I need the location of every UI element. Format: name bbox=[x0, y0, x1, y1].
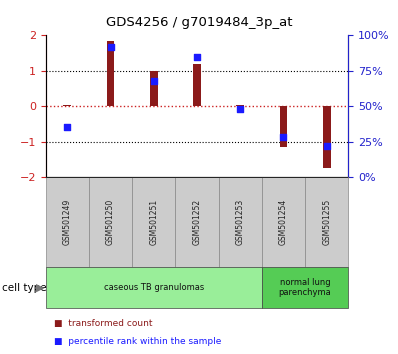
Bar bbox=[193, 64, 201, 106]
Bar bbox=[305, 177, 348, 267]
Bar bbox=[262, 267, 348, 308]
Text: ■  percentile rank within the sample: ■ percentile rank within the sample bbox=[54, 337, 221, 346]
Point bbox=[64, 125, 70, 130]
Point bbox=[280, 135, 287, 140]
Bar bbox=[150, 71, 158, 106]
Text: GSM501255: GSM501255 bbox=[322, 199, 331, 245]
Text: GSM501253: GSM501253 bbox=[236, 199, 245, 245]
Bar bbox=[176, 177, 219, 267]
Text: caseous TB granulomas: caseous TB granulomas bbox=[103, 283, 204, 292]
Bar bbox=[107, 41, 115, 106]
Bar bbox=[89, 177, 132, 267]
Text: GSM501250: GSM501250 bbox=[106, 199, 115, 245]
Bar bbox=[46, 267, 262, 308]
Bar bbox=[262, 177, 305, 267]
Text: GSM501249: GSM501249 bbox=[63, 199, 72, 245]
Bar bbox=[323, 106, 330, 168]
Text: GSM501254: GSM501254 bbox=[279, 199, 288, 245]
Bar bbox=[219, 177, 262, 267]
Text: normal lung
parenchyma: normal lung parenchyma bbox=[279, 278, 332, 297]
Bar bbox=[279, 106, 287, 147]
Bar bbox=[132, 177, 176, 267]
Point bbox=[324, 143, 330, 149]
Point bbox=[150, 78, 157, 84]
Point bbox=[237, 106, 244, 112]
Text: cell type: cell type bbox=[2, 282, 47, 293]
Bar bbox=[236, 105, 244, 106]
Point bbox=[107, 44, 114, 50]
Text: ▶: ▶ bbox=[36, 282, 45, 293]
Text: GSM501252: GSM501252 bbox=[193, 199, 201, 245]
Text: GSM501251: GSM501251 bbox=[149, 199, 158, 245]
Point bbox=[194, 54, 200, 59]
Bar bbox=[64, 105, 71, 106]
Text: GDS4256 / g7019484_3p_at: GDS4256 / g7019484_3p_at bbox=[106, 16, 292, 29]
Bar bbox=[46, 177, 89, 267]
Text: ■  transformed count: ■ transformed count bbox=[54, 319, 152, 329]
